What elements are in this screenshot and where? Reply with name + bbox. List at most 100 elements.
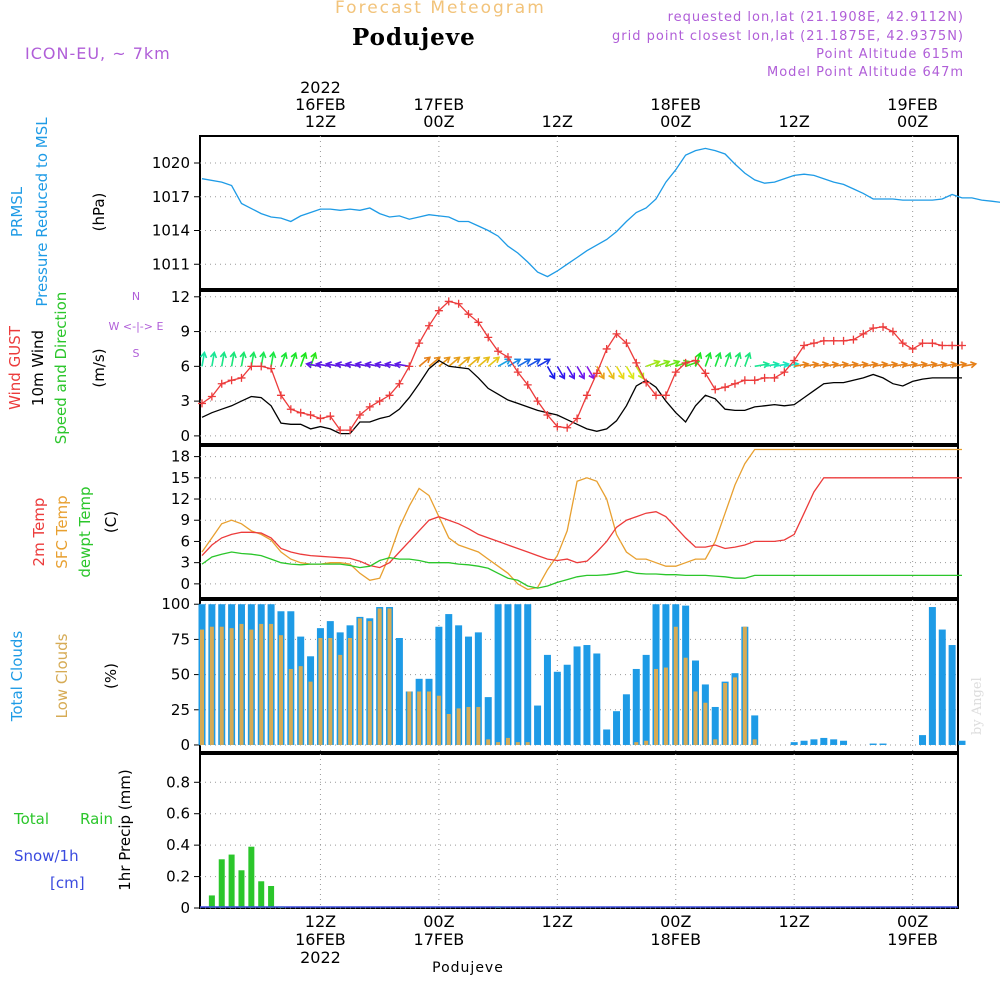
wind-arrow-head (384, 361, 392, 369)
wind-arrow (299, 351, 308, 367)
wind-gust-marker (494, 347, 503, 356)
wind-label: 10m Wind (29, 330, 47, 406)
total-cloud-bar (928, 607, 936, 745)
rain-bar (238, 870, 245, 908)
wind-arrow-head (578, 372, 585, 380)
total-cloud-bar (879, 743, 887, 745)
total-cloud-bar (524, 604, 532, 745)
wind-gust-marker (711, 385, 720, 394)
total-cloud-bar (514, 604, 522, 745)
wind-gust-marker (227, 376, 236, 385)
wind-arrow-head (310, 351, 318, 360)
wind-frame (199, 290, 959, 445)
wind-arrow (229, 351, 237, 367)
total-cloud-bar (543, 654, 551, 745)
wind-arrow-head (314, 361, 323, 369)
wind-gust-marker (247, 362, 256, 371)
wind-arrow-head (673, 359, 681, 367)
low-cloud-bar (377, 608, 382, 745)
wind-arrow (487, 356, 501, 367)
wind-arrow (269, 351, 277, 367)
total-cloud-bar (790, 742, 798, 745)
time-label-top: 12Z (779, 112, 810, 131)
time-label-top: 18FEB (650, 95, 701, 114)
low-cloud-bar (515, 742, 520, 745)
time-label-bottom: 12Z (779, 912, 810, 931)
low-cloud-bar (209, 626, 214, 745)
low-cloud-bar (505, 737, 510, 745)
point-altitude: Point Altitude 615m (816, 47, 964, 62)
clouds-ytick-label: 100 (161, 595, 190, 613)
wind-gust-marker (681, 358, 690, 367)
wind-arrow (290, 351, 298, 367)
wind-arrow-shaft (280, 352, 287, 367)
total-cloud-bar (622, 694, 630, 745)
wind-arrow (724, 351, 732, 367)
total-cloud-bar (820, 737, 828, 745)
wind-gust-marker (592, 369, 601, 378)
wind-arrow-head (305, 361, 313, 369)
compass-north: N (132, 290, 140, 303)
wind-arrow (754, 361, 771, 369)
wind-gust-marker (809, 339, 818, 348)
time-label-top: 12Z (542, 112, 573, 131)
clouds-ytick-label: 25 (171, 701, 190, 719)
wind-gust-marker (217, 379, 226, 388)
wind-arrow-head (354, 361, 362, 369)
snow-unit-label: [cm] (50, 874, 85, 892)
wind-arrow-shaft (240, 352, 245, 367)
wind-gust-marker (276, 391, 285, 400)
wind-arrow (665, 359, 681, 368)
total-cloud-bar (573, 646, 581, 745)
low-cloud-bar (229, 628, 234, 745)
rain-label: Rain (80, 810, 113, 828)
wind-gust-marker (503, 353, 512, 362)
wind-arrow-shaft (803, 363, 818, 368)
wind-arrow-head (627, 372, 635, 380)
wind-gust-marker (938, 341, 947, 350)
wind-arrow-shaft (813, 363, 828, 368)
wind-gust-marker (770, 373, 779, 382)
wind-gust-marker (207, 392, 216, 401)
wind-gust-marker (632, 358, 641, 367)
total-cloud-bar (464, 636, 472, 745)
total-cloud-bar (504, 604, 512, 745)
wind-arrow (734, 351, 742, 367)
wind-arrow-head (653, 359, 661, 367)
time-label-bottom: 12Z (305, 912, 336, 931)
wind-arrow (694, 351, 703, 367)
wind-arrow-head (290, 351, 298, 360)
time-label-top: 2022 (300, 78, 341, 97)
time-label-bottom: 00Z (660, 912, 691, 931)
compass-we: W <-|-> E (109, 320, 164, 333)
wind-arrow-head (663, 359, 671, 367)
low-cloud-bar (200, 629, 204, 745)
low-cloud-bar (673, 626, 678, 745)
wind-arrow-shaft (744, 352, 751, 367)
wind-gust-marker (642, 378, 651, 387)
rain-bar (258, 881, 265, 908)
total-cloud-bar (455, 625, 463, 745)
low-cloud-bar (663, 667, 668, 745)
wind-gust-marker (671, 368, 680, 377)
total-cloud-bar (632, 668, 640, 745)
wind-gust-marker (918, 339, 927, 348)
wind-arrow-shaft (912, 363, 927, 368)
wind-arrow (200, 351, 208, 367)
low-cloud-bar (387, 608, 392, 745)
wind-arrow-shaft (754, 363, 769, 368)
labels: 1011 1014 1017 1020 0 3 6 9 12 0 3 6 9 12 15 18 0 25 50 75 1… (6, 78, 938, 976)
wind-gust-marker (484, 333, 493, 342)
wind-arrow-head (744, 351, 752, 360)
wind-arrow (448, 356, 461, 367)
wind-gust-marker (523, 380, 532, 389)
wind-arrow (576, 365, 585, 380)
temp-ytick-label: 18 (171, 448, 190, 466)
wind-arrow-head (393, 361, 402, 369)
wind-arrow-shaft (892, 363, 907, 368)
wind-arrow-head (608, 372, 615, 380)
low-cloud-bar (732, 677, 737, 745)
total-cloud-bar (830, 739, 838, 745)
wind-gust-marker (198, 399, 206, 408)
